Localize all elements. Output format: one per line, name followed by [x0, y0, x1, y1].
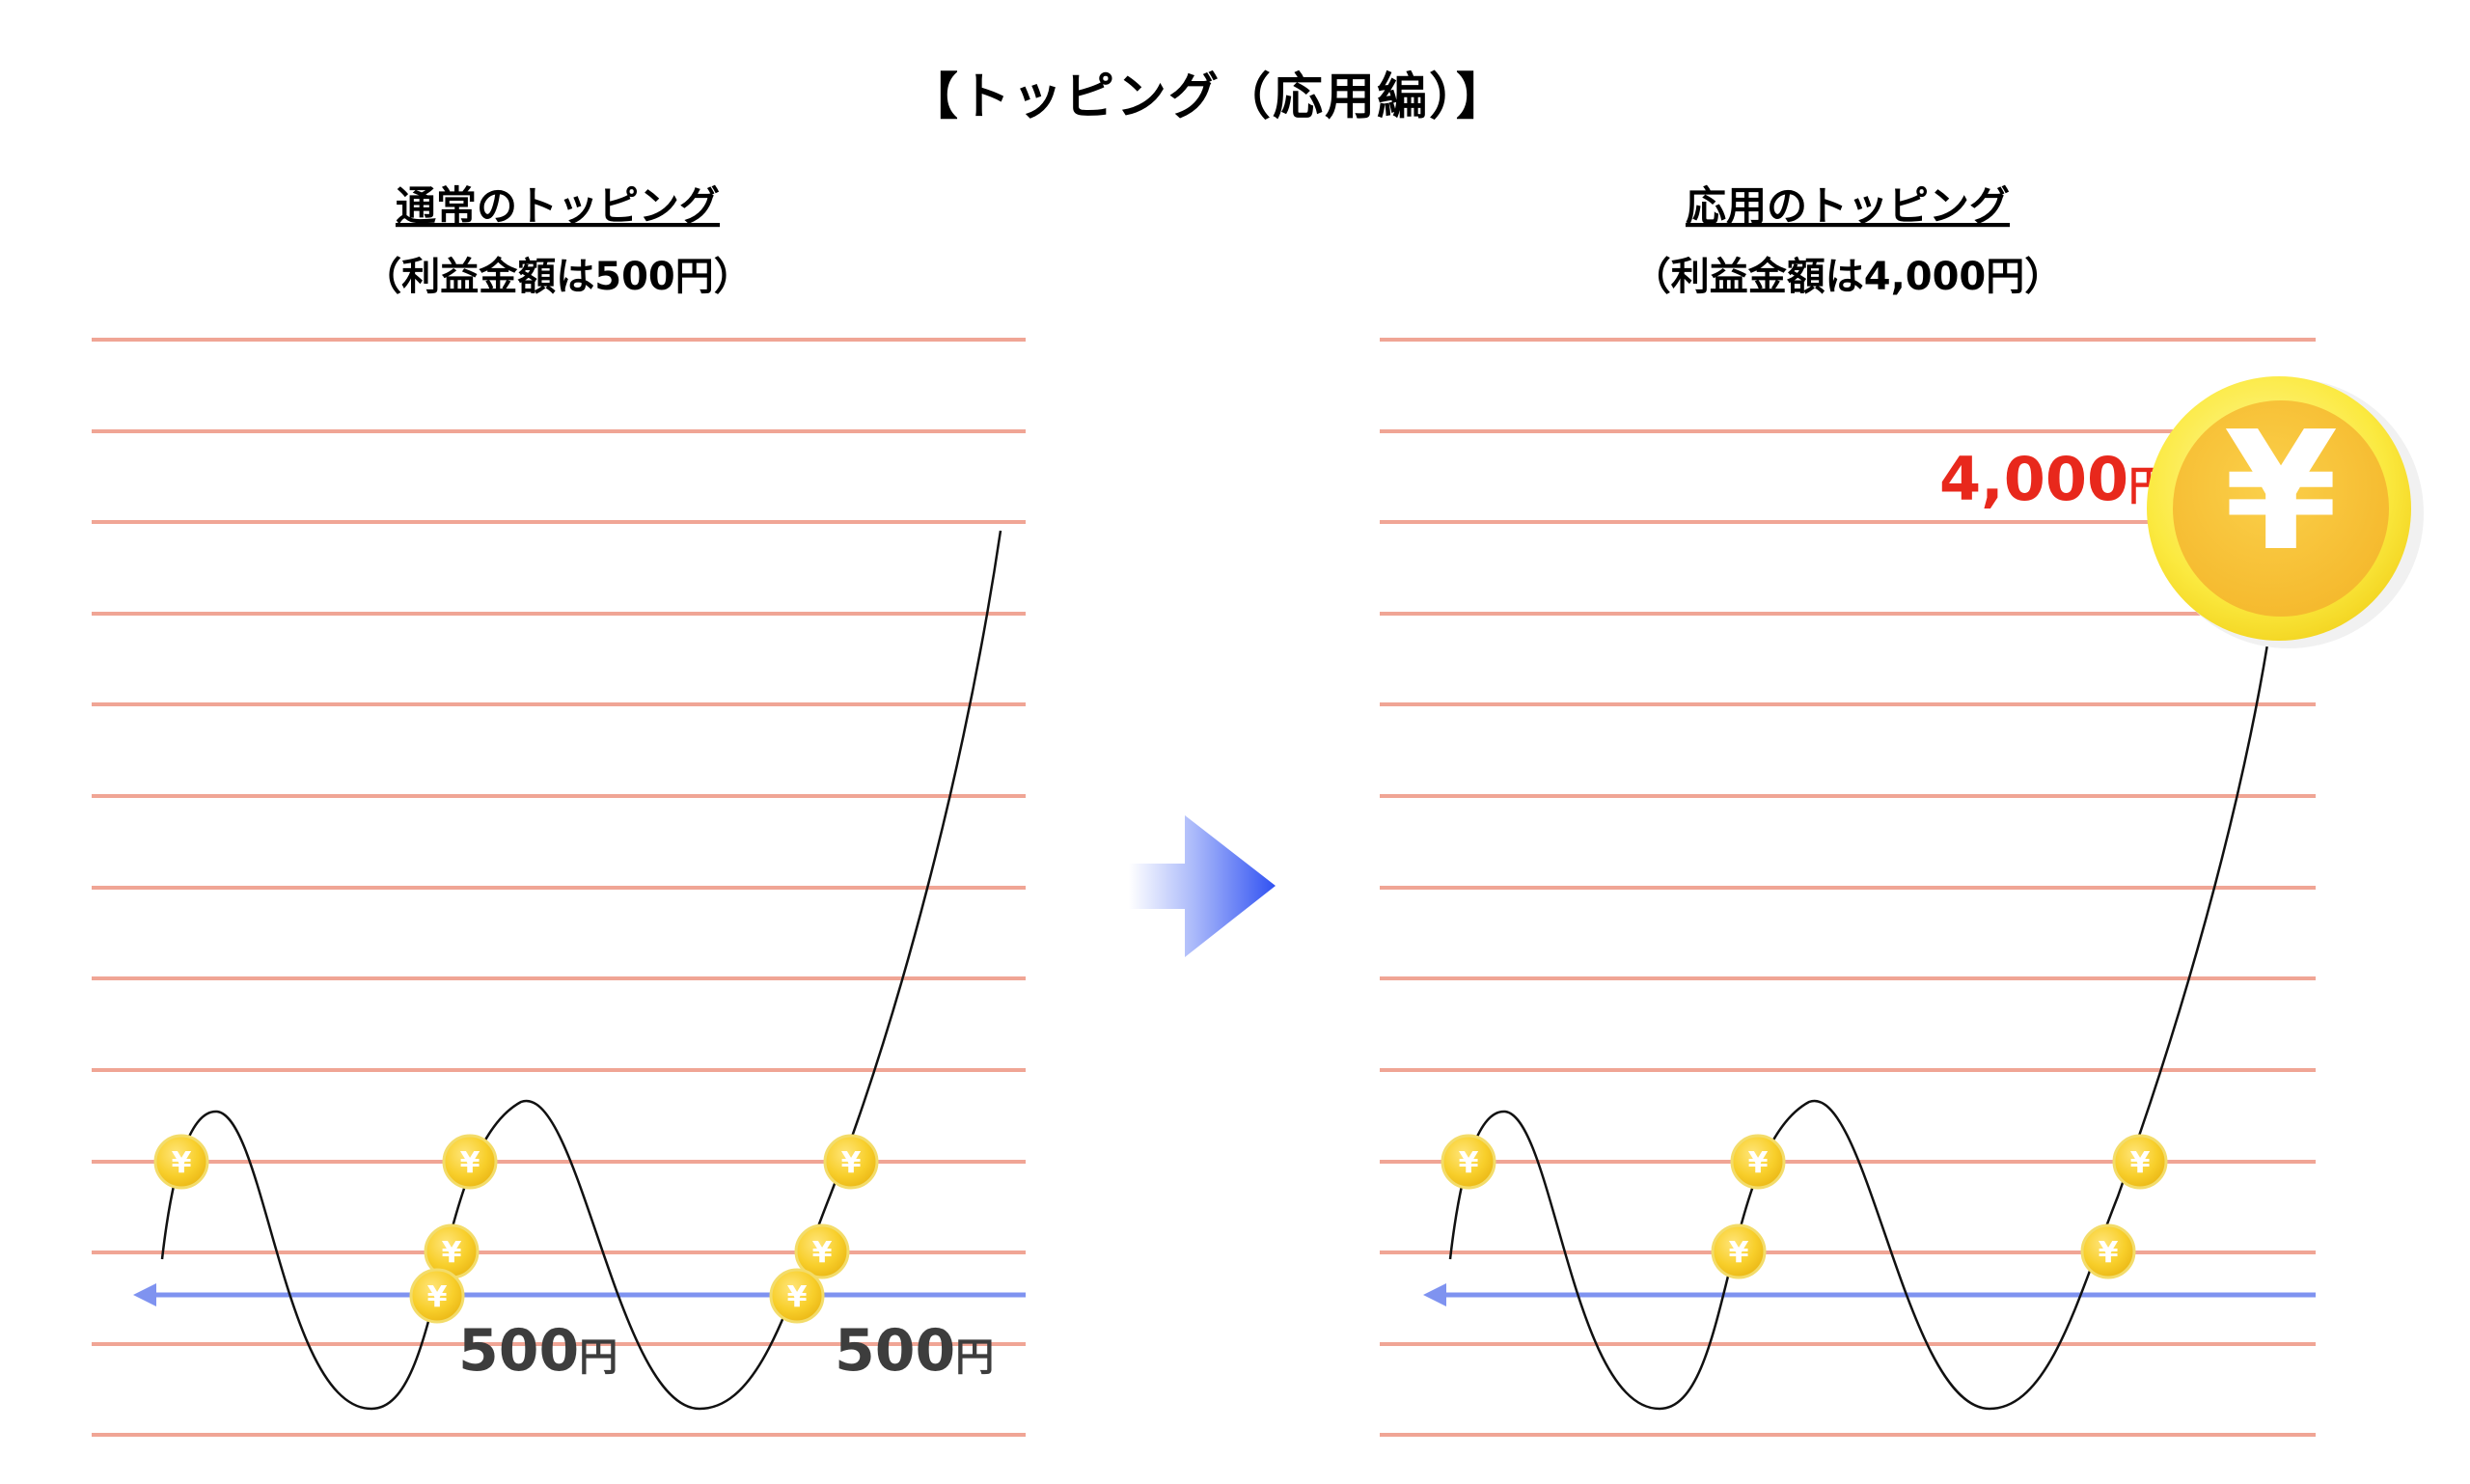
- left-entry-arrow: [133, 1283, 1026, 1306]
- coin-yen-icon: ¥: [2080, 1223, 2136, 1279]
- arrow-left-icon: [133, 1283, 156, 1306]
- coin-yen-icon: ¥: [153, 1134, 209, 1190]
- right-panel-heading: 応用のトッピング: [1686, 182, 2010, 230]
- svg-text:¥: ¥: [427, 1280, 448, 1314]
- svg-text:¥: ¥: [1459, 1146, 1479, 1180]
- arrow-right-icon: [1129, 815, 1276, 957]
- coin-yen-icon: ¥: [409, 1268, 465, 1324]
- svg-text:¥: ¥: [2130, 1146, 2151, 1180]
- left-grid-lines: [92, 338, 1026, 1437]
- coin-yen-icon: ¥: [1441, 1134, 1496, 1190]
- svg-text:¥: ¥: [2099, 1236, 2119, 1270]
- coin-yen-icon: ¥: [823, 1134, 879, 1190]
- left-panel-heading: 通常のトッピング: [396, 182, 720, 230]
- big-coin-yen-icon: ¥: [2147, 376, 2424, 648]
- svg-text:¥: ¥: [1748, 1146, 1769, 1180]
- svg-text:¥: ¥: [2224, 397, 2338, 588]
- coin-yen-icon: ¥: [1711, 1223, 1767, 1279]
- coin-yen-icon: ¥: [794, 1223, 850, 1279]
- svg-text:¥: ¥: [172, 1146, 192, 1180]
- left-profit-2: 500円: [835, 1317, 994, 1385]
- coin-yen-icon: ¥: [769, 1268, 825, 1324]
- coin-yen-icon: ¥: [2112, 1134, 2168, 1190]
- svg-text:¥: ¥: [460, 1146, 480, 1180]
- page-title: 【トッピング（応用編）】: [908, 69, 1508, 126]
- right-entry-arrow: [1423, 1283, 2316, 1306]
- svg-text:¥: ¥: [1729, 1236, 1749, 1270]
- right-panel-note: （利益金額は4,000円）: [1633, 255, 2064, 299]
- coin-yen-icon: ¥: [442, 1134, 498, 1190]
- coin-yen-icon: ¥: [1730, 1134, 1786, 1190]
- right-price-line: [1448, 644, 2269, 1411]
- left-panel-note: （利益金額は500円）: [363, 255, 753, 299]
- svg-text:¥: ¥: [841, 1146, 862, 1180]
- right-profit: 4,000円: [1939, 444, 2169, 514]
- left-price-line: [160, 530, 1002, 1411]
- svg-text:¥: ¥: [787, 1280, 808, 1314]
- arrow-left-icon: [1423, 1283, 1446, 1306]
- svg-text:¥: ¥: [442, 1236, 462, 1270]
- svg-text:¥: ¥: [812, 1236, 833, 1270]
- left-profit-1: 500円: [458, 1317, 618, 1385]
